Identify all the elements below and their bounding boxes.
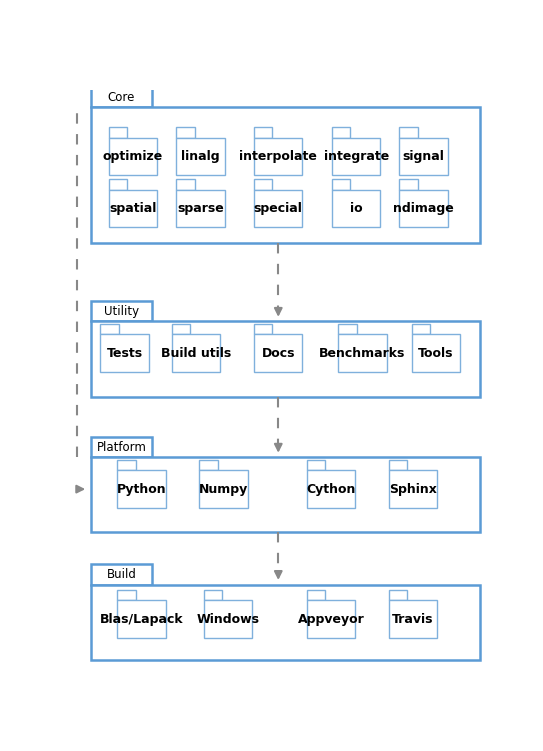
Bar <box>172 334 220 372</box>
Bar <box>332 128 350 138</box>
Text: Python: Python <box>117 483 166 496</box>
Text: Blas/Lapack: Blas/Lapack <box>100 613 184 626</box>
Bar <box>254 179 273 190</box>
Bar <box>254 128 273 138</box>
Text: Numpy: Numpy <box>199 483 248 496</box>
Bar <box>91 437 152 457</box>
Text: Build: Build <box>106 568 136 581</box>
Bar <box>91 321 481 397</box>
Bar <box>389 601 437 638</box>
Text: Platform: Platform <box>97 441 147 454</box>
Bar <box>199 460 218 470</box>
Bar <box>176 179 194 190</box>
Bar <box>332 190 380 228</box>
Bar <box>399 128 418 138</box>
Bar <box>338 334 387 372</box>
Bar <box>399 190 447 228</box>
Bar <box>176 128 194 138</box>
Bar <box>412 324 430 334</box>
Bar <box>91 301 152 321</box>
Bar <box>172 324 191 334</box>
Bar <box>91 107 481 243</box>
Bar <box>254 324 273 334</box>
Bar <box>91 584 481 659</box>
Bar <box>332 138 380 176</box>
Text: ndimage: ndimage <box>393 202 454 216</box>
Text: Benchmarks: Benchmarks <box>319 347 406 360</box>
Bar <box>389 470 437 508</box>
Text: spatial: spatial <box>110 202 157 216</box>
Bar <box>307 460 325 470</box>
Bar <box>91 87 152 107</box>
Bar <box>254 334 302 372</box>
Bar <box>117 460 136 470</box>
Bar <box>204 590 222 601</box>
Bar <box>109 138 157 176</box>
Bar <box>412 334 460 372</box>
Text: linalg: linalg <box>181 150 220 163</box>
Bar <box>254 190 302 228</box>
Text: Tools: Tools <box>418 347 454 360</box>
Bar <box>176 138 225 176</box>
Bar <box>204 601 252 638</box>
Text: integrate: integrate <box>324 150 389 163</box>
Text: Build utils: Build utils <box>161 347 231 360</box>
Bar <box>307 590 325 601</box>
Bar <box>176 190 225 228</box>
Bar <box>389 590 407 601</box>
Text: Travis: Travis <box>392 613 434 626</box>
Text: signal: signal <box>402 150 444 163</box>
Text: Docs: Docs <box>262 347 295 360</box>
Bar <box>399 179 418 190</box>
Bar <box>100 324 119 334</box>
Text: optimize: optimize <box>103 150 163 163</box>
Text: special: special <box>254 202 303 216</box>
Text: Utility: Utility <box>104 305 139 318</box>
Bar <box>109 179 127 190</box>
Text: io: io <box>350 202 363 216</box>
Bar <box>199 470 248 508</box>
Bar <box>307 601 355 638</box>
Text: Windows: Windows <box>196 613 260 626</box>
Text: sparse: sparse <box>177 202 224 216</box>
Text: Appveyor: Appveyor <box>298 613 364 626</box>
Bar <box>389 460 407 470</box>
Bar <box>254 138 302 176</box>
Bar <box>117 590 136 601</box>
Bar <box>117 470 166 508</box>
Text: Sphinx: Sphinx <box>389 483 437 496</box>
Bar <box>332 179 350 190</box>
Bar <box>307 470 355 508</box>
Bar <box>100 334 149 372</box>
Bar <box>91 564 152 584</box>
Text: Tests: Tests <box>106 347 143 360</box>
Text: interpolate: interpolate <box>239 150 317 163</box>
Text: Core: Core <box>108 91 135 104</box>
Bar <box>109 128 127 138</box>
Bar <box>109 190 157 228</box>
Bar <box>399 138 447 176</box>
Bar <box>117 601 166 638</box>
Text: Cython: Cython <box>306 483 356 496</box>
Bar <box>338 324 357 334</box>
Bar <box>91 457 481 532</box>
